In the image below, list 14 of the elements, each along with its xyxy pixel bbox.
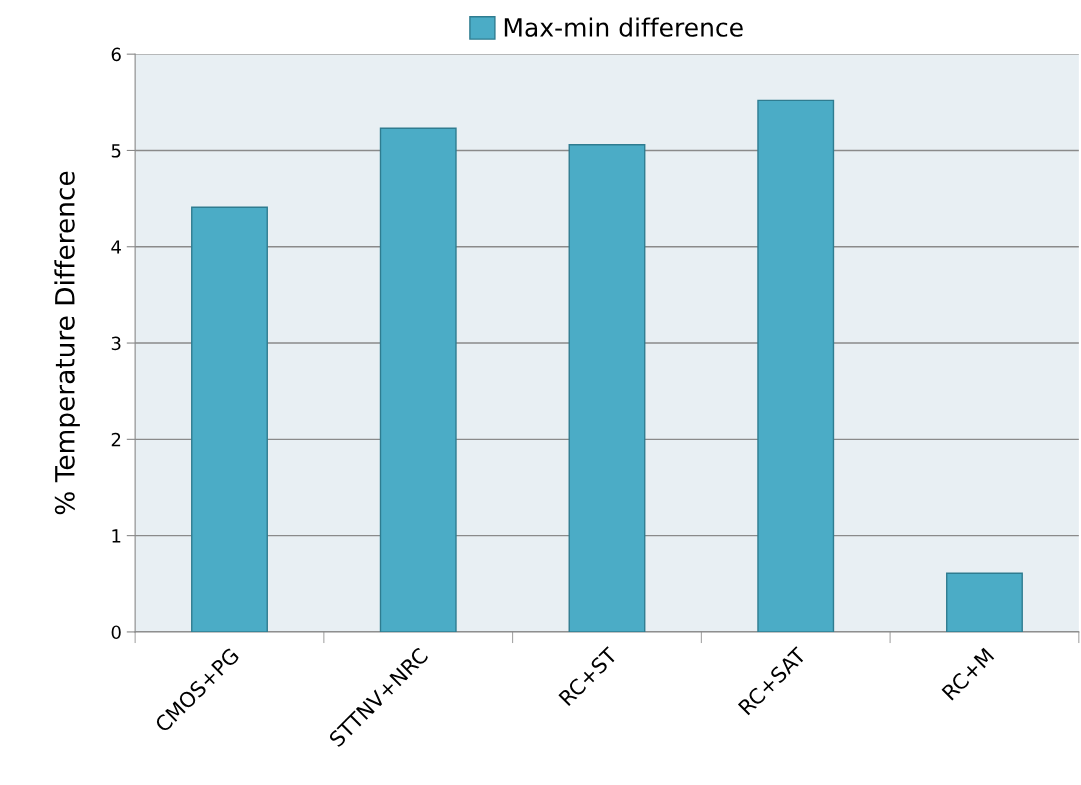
legend-label: Max-min difference [504, 17, 743, 37]
y-tick-label: 0 [111, 625, 121, 640]
bar [946, 572, 1023, 632]
bar [568, 143, 646, 632]
y-axis-title: % Temperature Difference [54, 171, 80, 515]
bar [757, 99, 835, 632]
y-tick-label: 5 [111, 144, 121, 158]
bar [379, 127, 457, 632]
y-tick-label: 4 [111, 240, 121, 254]
y-tick-label: 6 [111, 47, 121, 62]
y-tick-label: 3 [111, 336, 121, 351]
y-tick-label: 1 [112, 529, 121, 543]
y-tick-label: 2 [111, 432, 121, 447]
bar [191, 206, 268, 632]
